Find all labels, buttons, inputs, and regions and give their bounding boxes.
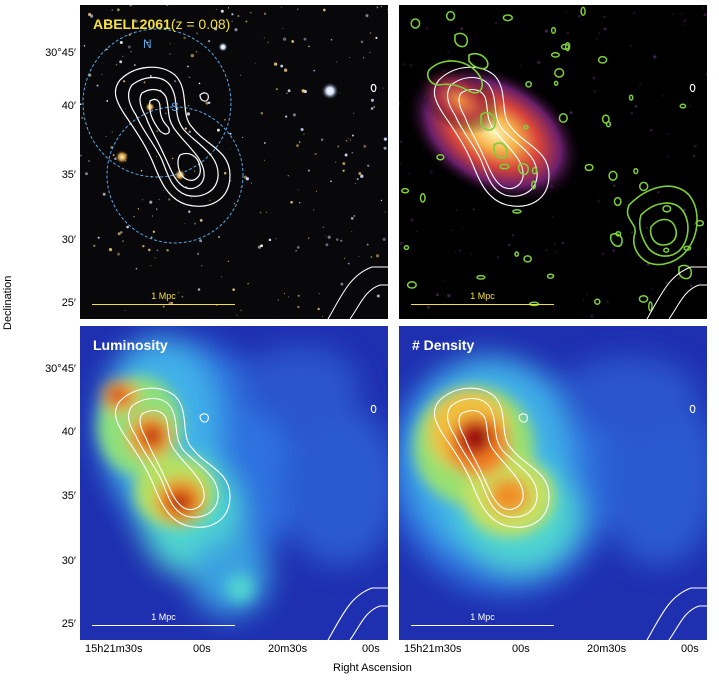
dec-tick-label: 25′ (61, 297, 76, 309)
xray-radio-panel: 1 Mpc (399, 5, 707, 319)
dec-tick-label: 40′ (61, 426, 76, 438)
optical-image-panel: ABELL2061(z = 0.08) N S 1 Mpc (80, 5, 388, 319)
scale-bar (92, 625, 235, 626)
luminosity-density-map (80, 326, 388, 640)
dec-tick-label: 25′ (61, 618, 76, 630)
scale-bar (411, 625, 554, 626)
xray-image (399, 5, 707, 319)
redshift-label: (z = 0.08) (170, 16, 231, 32)
scale-bar (92, 304, 235, 305)
cluster-name: ABELL2061 (93, 16, 171, 32)
marker-south: S (171, 100, 180, 114)
dec-tick-label: 30′ (61, 234, 76, 246)
optical-sky-image (80, 5, 388, 319)
luminosity-map-panel: Luminosity 1 Mpc (80, 326, 388, 640)
number-density-map (399, 326, 707, 640)
marker-north: N (143, 37, 152, 51)
ra-tick-label: 00s (681, 643, 699, 655)
number-density-map-panel: # Density 1 Mpc (399, 326, 707, 640)
scale-bar (411, 304, 554, 305)
radio-contours (426, 32, 698, 280)
ra-tick-label: 00s (193, 643, 211, 655)
dec-tick-label: 40′ (61, 100, 76, 112)
luminosity-title: Luminosity (93, 337, 168, 353)
cluster-title: ABELL2061(z = 0.08) (93, 16, 230, 32)
declination-axis-title: Declination (2, 275, 14, 330)
scale-bar-label: 1 Mpc (470, 612, 495, 622)
dec-tick-label: 30°45′ (45, 47, 76, 59)
dec-tick-label: 30°45′ (45, 363, 76, 375)
ra-tick-label: 00s (512, 643, 530, 655)
ra-tick-label: 20m30s (268, 643, 308, 655)
ra-tick-label: 20m30s (587, 643, 627, 655)
scale-bar-label: 1 Mpc (470, 291, 495, 301)
dec-tick-label: 30′ (61, 555, 76, 567)
ra-tick-label: 15h21m30s (85, 643, 143, 655)
scale-bar-label: 1 Mpc (151, 612, 176, 622)
dec-tick-label: 35′ (61, 169, 76, 181)
dec-tick-label: 35′ (61, 490, 76, 502)
ra-tick-label: 00s (362, 643, 380, 655)
ra-tick-label: 15h21m30s (404, 643, 462, 655)
scale-bar-label: 1 Mpc (151, 291, 176, 301)
density-title: # Density (412, 337, 475, 353)
right-ascension-axis-title: Right Ascension (333, 662, 412, 674)
